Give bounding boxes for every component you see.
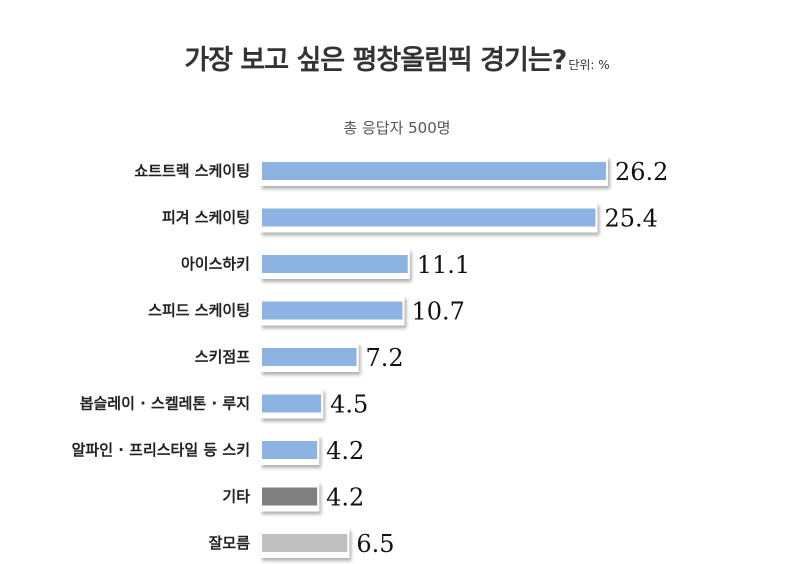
bar [262, 441, 318, 459]
value-label: 4.5 [330, 391, 368, 419]
bar [262, 208, 596, 227]
category-label: 아이스하키 [181, 255, 250, 273]
category-label: 알파인 · 프리스타일 등 스키 [72, 441, 250, 459]
chart-title: 가장 보고 싶은 평창올림픽 경기는? [184, 45, 567, 76]
value-label: 4.2 [326, 437, 364, 465]
bar [262, 301, 403, 320]
value-label: 11.1 [417, 251, 470, 279]
bar [262, 162, 606, 180]
category-label: 스키점프 [195, 348, 250, 366]
category-label: 잘모름 [209, 534, 251, 552]
bar [262, 394, 322, 413]
bar [262, 534, 348, 552]
title-block: 가장 보고 싶은 평창올림픽 경기는? 단위: % [0, 38, 794, 77]
value-label: 4.2 [326, 484, 364, 512]
value-label: 25.4 [604, 205, 657, 233]
bar [262, 487, 318, 506]
category-label: 봅슬레이 · 스켈레톤 · 루지 [80, 395, 250, 413]
chart-subtitle: 총 응답자 500명 [343, 119, 451, 137]
value-label: 26.2 [615, 158, 668, 186]
value-label: 6.5 [356, 530, 394, 558]
category-label: 스피드 스케이팅 [148, 302, 250, 320]
bar [262, 348, 357, 366]
bar [262, 255, 408, 273]
category-label: 피겨 스케이팅 [162, 209, 250, 227]
value-label: 7.2 [366, 344, 404, 372]
category-label: 기타 [222, 488, 250, 506]
value-label: 10.7 [411, 298, 464, 326]
unit-label: 단위: % [568, 58, 610, 72]
category-label: 쇼트트랙 스케이팅 [134, 162, 250, 180]
